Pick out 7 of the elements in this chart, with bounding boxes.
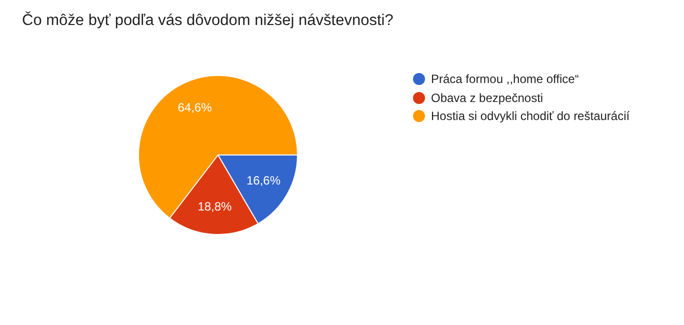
chart-title: Čo môže byť podľa vás dôvodom nižšej návštevnosti? bbox=[22, 12, 394, 30]
data-label: 64,6% bbox=[178, 100, 212, 114]
legend-label: Obava z bezpečnosti bbox=[431, 90, 544, 105]
legend-label: Hostia si odvykli chodiť do reštaurácií bbox=[431, 109, 630, 124]
legend-label: Práca formou ,,home office“ bbox=[431, 72, 579, 86]
data-label: 18,8% bbox=[198, 200, 232, 214]
data-label: 16,6% bbox=[246, 173, 281, 188]
